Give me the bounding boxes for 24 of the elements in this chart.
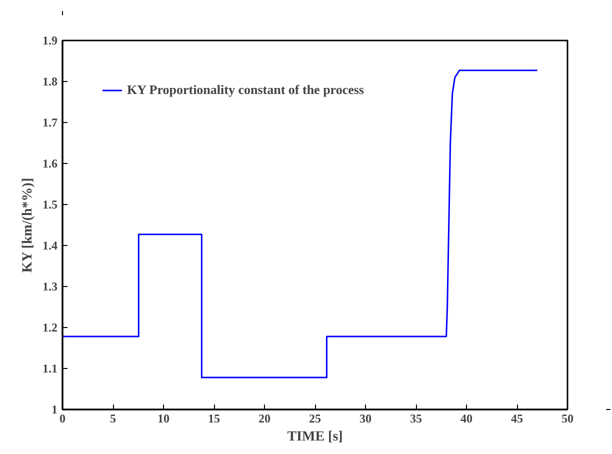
y-tick-label: 1: [52, 402, 58, 416]
y-axis-title: KY [km/(h*%)]: [20, 178, 36, 273]
x-tick-label: 20: [258, 412, 270, 426]
x-tick-label: 25: [309, 412, 321, 426]
x-tick-label: 0: [60, 412, 66, 426]
y-tick-label: 1.3: [42, 280, 58, 294]
x-tick-label: 40: [460, 412, 472, 426]
x-axis-title: TIME [s]: [287, 430, 343, 444]
x-tick-label: 15: [208, 412, 220, 426]
y-tick-label: 1.9: [42, 34, 58, 48]
y-tick-label: 1.5: [42, 198, 58, 212]
y-tick-label: 1.4: [42, 238, 58, 252]
y-tick-label: 1.7: [42, 116, 58, 130]
y-tick-label: 1.8: [42, 74, 58, 88]
x-tick-label: 5: [110, 412, 116, 426]
x-tick-label: 45: [511, 412, 523, 426]
y-tick-label: 1.1: [42, 362, 58, 376]
y-tick-label: 1.2: [42, 320, 58, 334]
x-tick-label: 35: [410, 412, 422, 426]
x-tick-label: 10: [158, 412, 170, 426]
legend-label: KY Proportionality constant of the process: [127, 82, 364, 98]
y-tick-label: 1.6: [42, 156, 58, 170]
x-tick-label: 50: [562, 412, 574, 426]
x-tick-label: 30: [360, 412, 372, 426]
